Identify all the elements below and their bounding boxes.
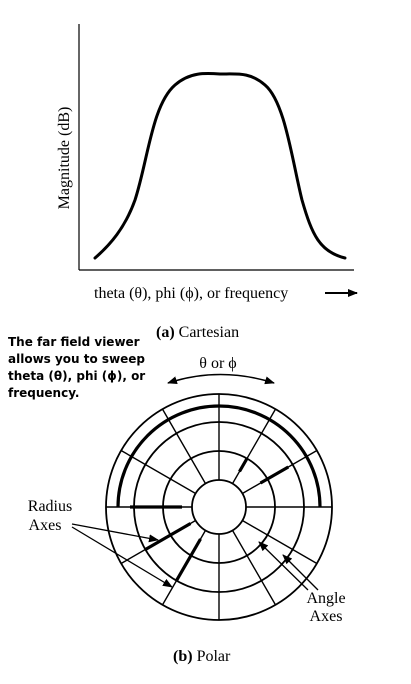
polar-plot: The far field viewer allows you to sweep… xyxy=(8,335,349,665)
angle-axes-label-line: Angle xyxy=(306,590,345,607)
radius-axes-label-line: Radius xyxy=(28,498,72,515)
cartesian-caption-text: Cartesian xyxy=(179,324,239,341)
angle-axis-line xyxy=(242,519,318,565)
sweep-label: θ or ϕ xyxy=(199,355,236,372)
magnitude-curve xyxy=(93,71,347,260)
polar-data-segment xyxy=(175,538,202,582)
polar-ring-inner xyxy=(191,479,247,535)
sweep-note-line: The far field viewer xyxy=(8,335,140,349)
radius-axes-pointer xyxy=(71,523,159,543)
angle-axes-label: Angle Axes xyxy=(306,590,349,625)
sweep-arrow xyxy=(167,373,275,385)
polar-data-segments xyxy=(130,457,290,582)
angle-axis-line xyxy=(161,408,207,484)
cartesian-y-label: Magnitude (dB) xyxy=(56,107,73,210)
sweep-note-line: theta (θ), phi (ϕ), or xyxy=(8,369,145,383)
cartesian-caption: (a) Cartesian xyxy=(156,324,239,341)
polar-caption: (b) Polar xyxy=(173,648,231,665)
angle-axis-line xyxy=(231,530,277,606)
radius-axes-label: Radius Axes xyxy=(28,498,76,534)
polar-data-segment xyxy=(259,465,290,485)
polar-caption-text: Polar xyxy=(197,648,231,665)
angle-axis-line xyxy=(120,449,196,495)
angle-axes-pointer xyxy=(258,541,309,591)
radius-axes-label-line: Axes xyxy=(29,517,62,534)
angle-axes-label-line: Axes xyxy=(310,608,343,625)
polar-data-segment xyxy=(144,522,192,551)
angle-axes-pointer xyxy=(282,554,319,591)
radius-axes-pointer xyxy=(71,526,173,588)
cartesian-plot: Magnitude (dB) theta (θ), phi (ϕ), or fr… xyxy=(56,24,358,341)
sweep-note-line: frequency. xyxy=(8,386,79,400)
cartesian-caption-letter: (a) xyxy=(156,324,175,341)
cartesian-x-label: theta (θ), phi (ϕ), or frequency xyxy=(94,285,288,302)
sweep-note: The far field viewer allows you to sweep… xyxy=(8,335,149,400)
polar-caption-letter: (b) xyxy=(173,648,193,665)
polar-data-segment xyxy=(238,457,249,473)
sweep-note-line: allows you to sweep xyxy=(8,352,145,366)
polar-pattern-arc xyxy=(116,404,322,508)
